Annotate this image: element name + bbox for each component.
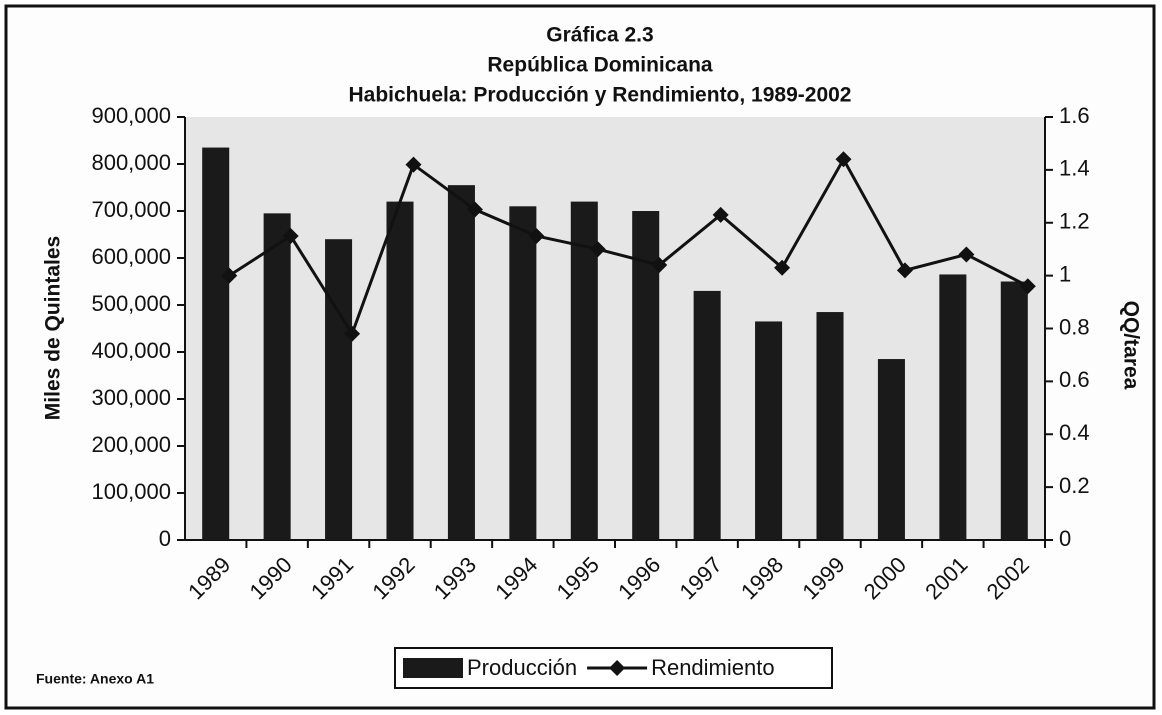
y-tick-label: 600,000 — [91, 244, 171, 269]
line-marker — [528, 227, 545, 244]
line-marker — [344, 325, 361, 342]
line-marker — [651, 257, 668, 274]
bar — [509, 206, 537, 541]
y2-tick-label: 0.6 — [1059, 367, 1090, 392]
line-marker — [774, 259, 791, 276]
bar — [386, 201, 414, 540]
bar — [877, 359, 905, 540]
y2-tick-label: 1.6 — [1059, 103, 1090, 128]
line-marker — [405, 156, 422, 173]
bar — [816, 312, 844, 540]
y-tick-label: 800,000 — [91, 150, 171, 175]
y-axis-label: Miles de Quintales — [42, 236, 65, 420]
y-tick-label: 500,000 — [91, 291, 171, 316]
line-marker — [835, 151, 852, 168]
y-tick-label: 400,000 — [91, 338, 171, 363]
line-marker — [466, 201, 483, 218]
y-tick-label: 700,000 — [91, 197, 171, 222]
source-note: Fuente: Anexo A1 — [36, 671, 154, 687]
bar — [693, 290, 721, 540]
y2-tick-label: 1.2 — [1059, 209, 1090, 234]
legend-marker — [609, 660, 626, 676]
line-marker — [221, 267, 238, 284]
y2-tick-label: 0.8 — [1059, 314, 1090, 339]
bar — [325, 239, 353, 540]
y2-tick-label: 1.4 — [1059, 156, 1090, 181]
line-marker — [712, 206, 729, 223]
y2-tick-label: 0 — [1059, 526, 1071, 551]
y-tick-label: 300,000 — [91, 385, 171, 410]
line-marker — [896, 262, 913, 279]
y-tick-label: 0 — [159, 526, 171, 551]
chart-subtitle: República Dominicana — [487, 54, 713, 77]
y2-tick-label: 0.2 — [1059, 473, 1090, 498]
legend-label: Rendimiento — [651, 655, 775, 680]
bar — [755, 321, 783, 540]
bar — [263, 213, 291, 540]
legend-swatch — [403, 658, 463, 678]
chart-title: Gráfica 2.3 — [546, 24, 653, 47]
line-marker — [589, 241, 606, 258]
line-marker — [958, 246, 975, 263]
line-marker — [1019, 278, 1036, 295]
bar — [1000, 281, 1028, 540]
bar — [202, 147, 230, 541]
chart-subtitle: Habichuela: Producción y Rendimiento, 19… — [349, 84, 852, 107]
bar — [939, 274, 967, 540]
y-tick-label: 100,000 — [91, 479, 171, 504]
legend-label: Producción — [467, 655, 577, 680]
plot-area — [185, 117, 1045, 540]
y-tick-label: 900,000 — [91, 103, 171, 128]
y-tick-label: 200,000 — [91, 432, 171, 457]
bar — [570, 201, 598, 540]
y2-tick-label: 1 — [1059, 261, 1071, 286]
y2-axis-label: QQ/tarea — [1119, 301, 1142, 390]
line-marker — [282, 227, 299, 244]
line — [228, 156, 1029, 338]
y2-tick-label: 0.4 — [1059, 420, 1090, 445]
bar — [447, 185, 475, 540]
